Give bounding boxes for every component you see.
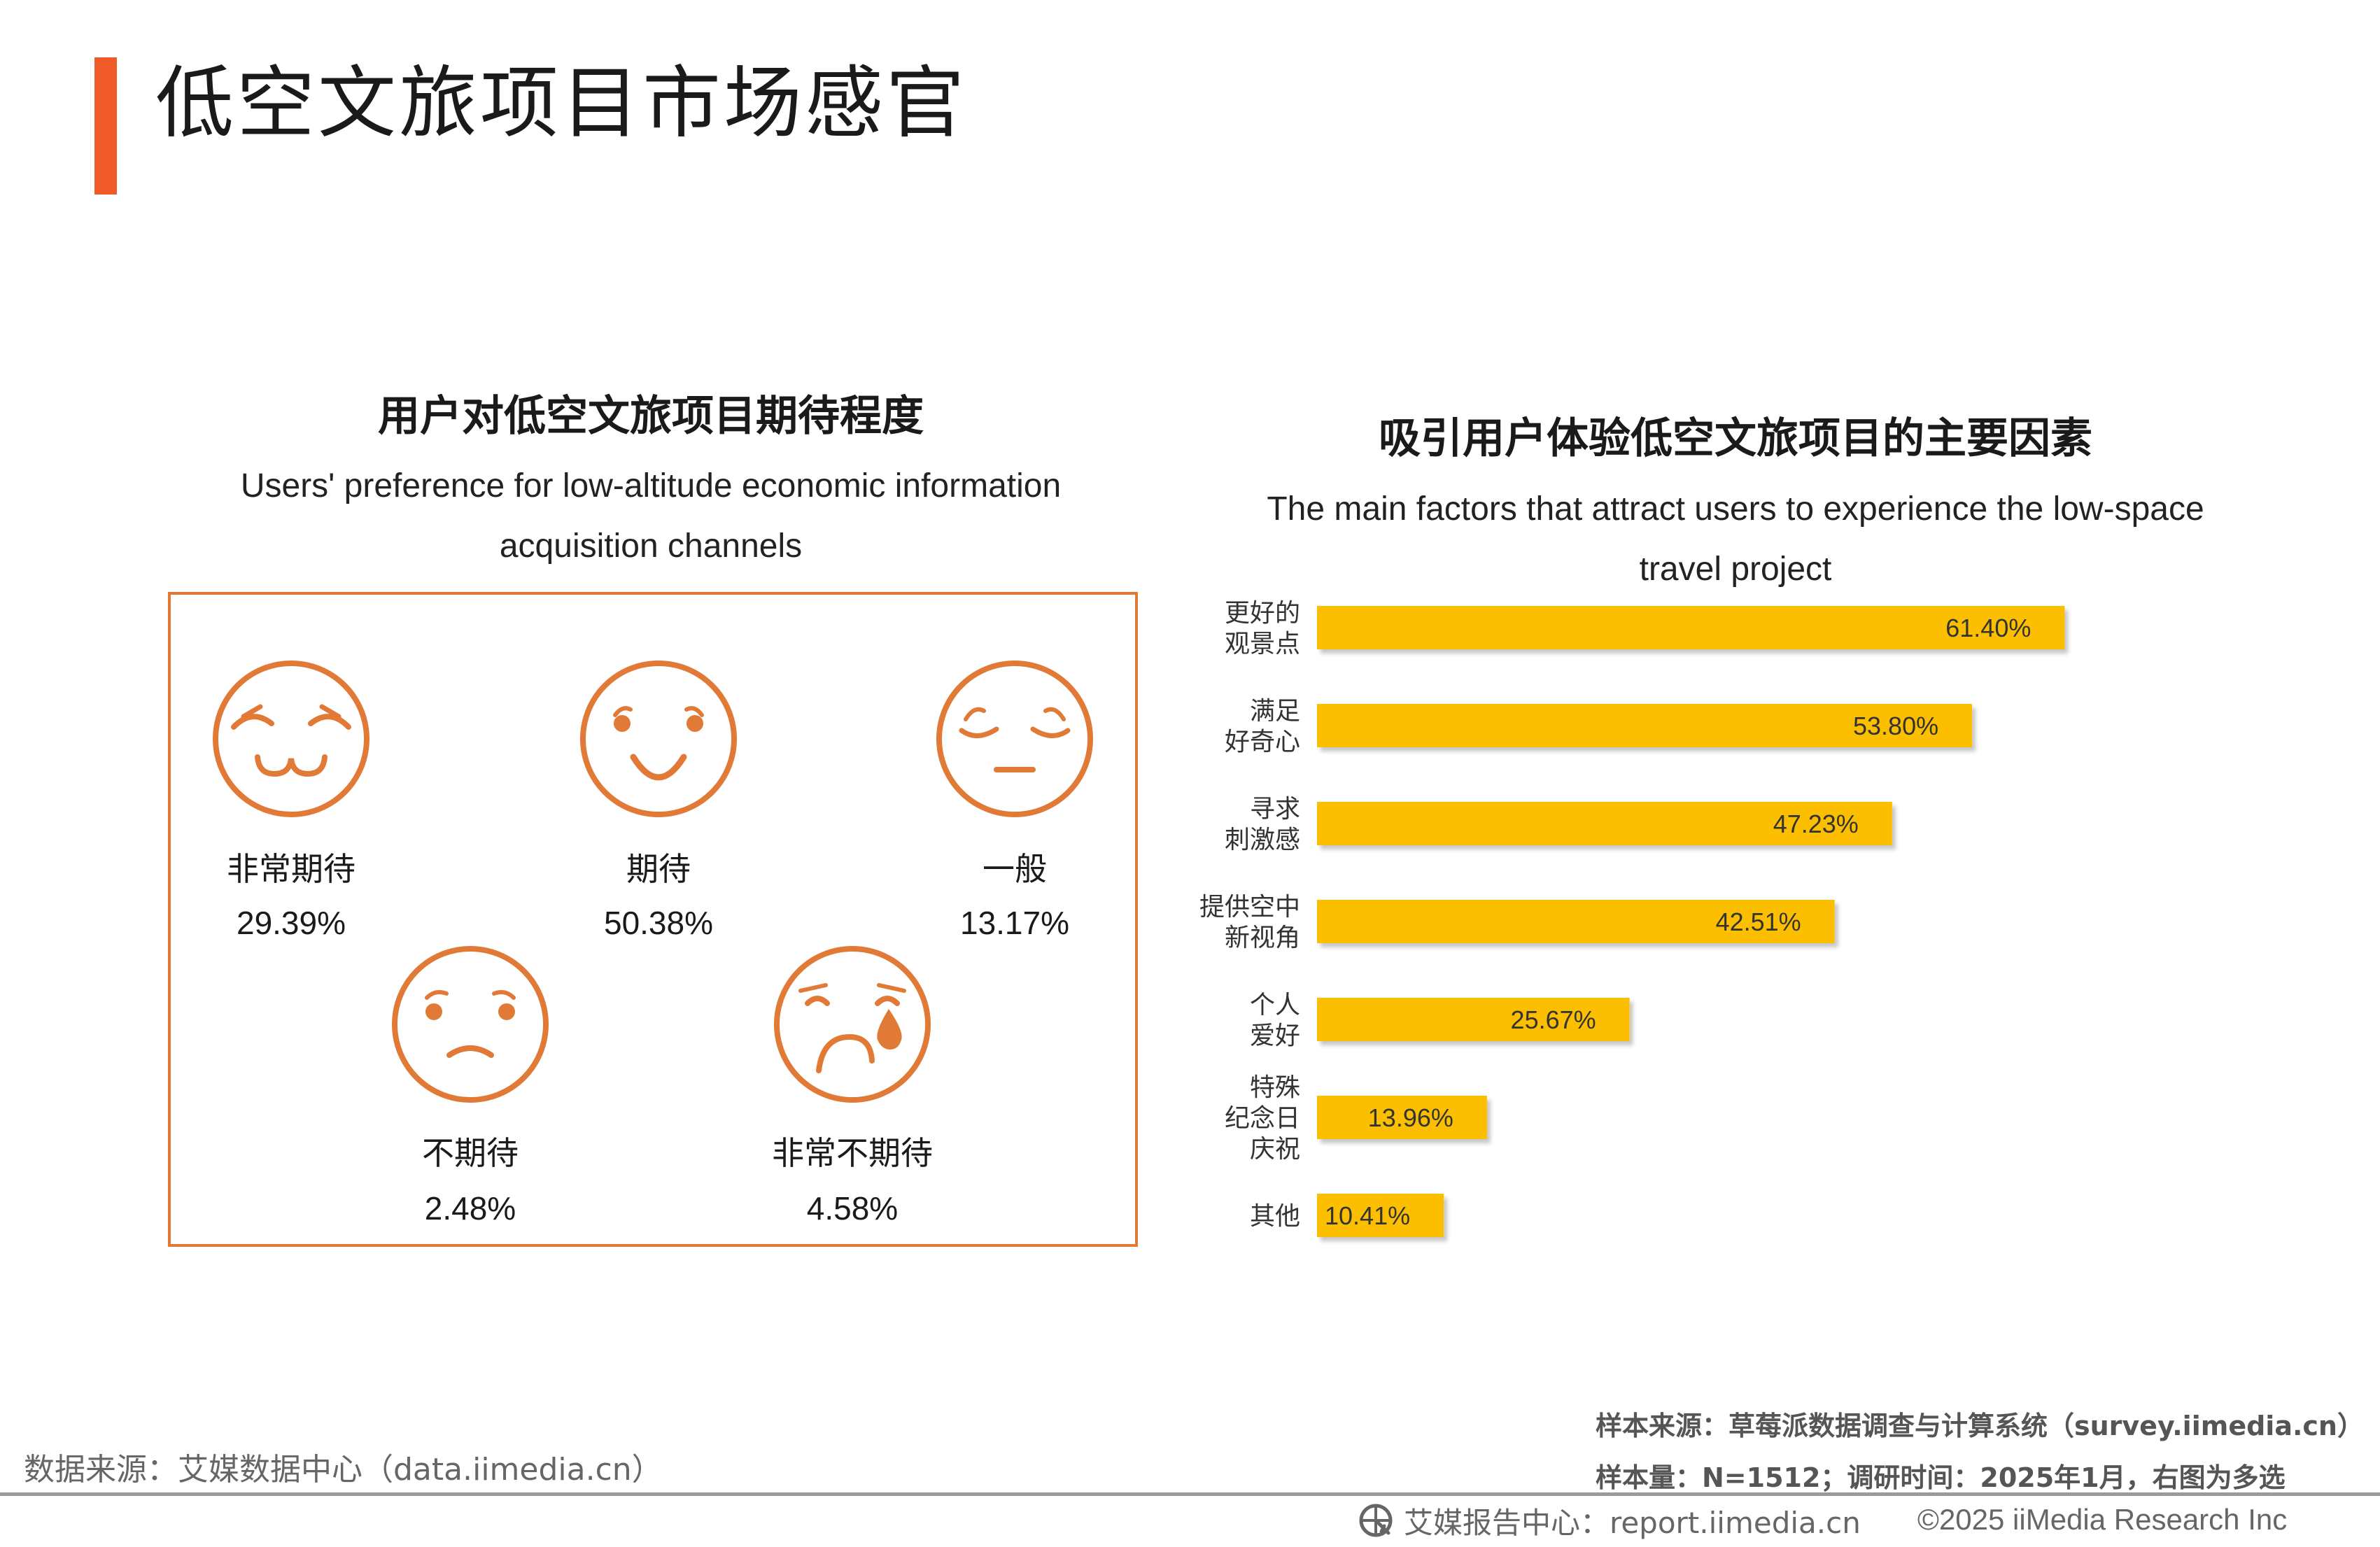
crying-face-icon [774, 946, 931, 1103]
bar-category-line: 新视角 [1225, 924, 1300, 952]
pref-value-very-expect: 29.39% [236, 905, 346, 941]
title-accent-bar [94, 57, 117, 195]
bar-category-label-2: 寻求刺激感 [1225, 795, 1300, 854]
bar-5 [1317, 1096, 1487, 1139]
bar-category-line: 提供空中 [1199, 893, 1300, 921]
bar-3 [1317, 900, 1835, 943]
bar-category-line: 寻求 [1250, 795, 1300, 824]
pref-label-neutral: 一般 [983, 850, 1047, 888]
footer-divider [0, 1492, 2380, 1496]
right-chart-subtitle-line2: travel project [1639, 551, 1832, 588]
bar-category-label-1: 满足好奇心 [1225, 697, 1300, 756]
bar-category-label-4: 个人爱好 [1250, 991, 1300, 1050]
right-chart-subtitle: The main factors that attract users to e… [1232, 479, 2239, 600]
bar-category-label-0: 更好的观景点 [1225, 599, 1300, 658]
bar-category-label-3: 提供空中新视角 [1199, 893, 1300, 952]
left-chart-title: 用户对低空文旅项目期待程度 [378, 392, 924, 441]
bar-category-line: 观景点 [1225, 630, 1300, 658]
bar-4 [1317, 998, 1630, 1041]
pref-value-expect: 50.38% [603, 905, 713, 941]
bar-layer: 61.40% 更好的观景点 53.80% 满足好奇心 47.23% 寻求刺激感 42.51%… [1199, 599, 2065, 1237]
bar-value-label-4: 25.67% [1511, 1005, 1596, 1034]
bar-value-label-0: 61.40% [1945, 614, 2031, 642]
bar-value-label-6: 10.41% [1325, 1201, 1410, 1230]
data-source-note: 数据来源：艾媒数据中心（data.iimedia.cn） [24, 1452, 663, 1488]
happy-face-icon [580, 661, 737, 817]
iimedia-logo-icon [1359, 1504, 1393, 1537]
bar-category-line: 爱好 [1250, 1022, 1300, 1050]
left-chart-subtitle: Users' preference for low-altitude econo… [168, 456, 1134, 577]
pref-label-not-expect: 不期待 [422, 1134, 519, 1172]
page-title: 低空文旅项目市场感官 [155, 58, 967, 149]
bar-category-line: 更好的 [1225, 599, 1300, 628]
footer-brand-text: 艾媒报告中心：report.iimedia.cn [1404, 1505, 1861, 1540]
factors-bar-chart: 61.40% 更好的观景点 53.80% 满足好奇心 47.23% 寻求刺激感 42.51%… [1199, 599, 2065, 1237]
left-chart-subtitle-line2: acquisition channels [499, 528, 803, 565]
bar-category-line: 纪念日 [1225, 1104, 1300, 1133]
bar-category-line: 好奇心 [1225, 728, 1300, 756]
bar-category-line: 刺激感 [1225, 826, 1300, 854]
bar-1 [1317, 704, 1973, 747]
pref-label-very-not-expect: 非常不期待 [772, 1134, 933, 1172]
bar-category-line: 其他 [1250, 1202, 1300, 1231]
unhappy-face-icon [392, 946, 549, 1103]
pref-value-neutral: 13.17% [959, 905, 1069, 941]
bar-category-line: 个人 [1250, 991, 1300, 1019]
footer-brand[interactable]: 艾媒报告中心：report.iimedia.cn [1358, 1499, 1861, 1541]
preference-panel: 非常期待 29.39% 期待 50.38% 一般 13.17% 不期待 2.48… [168, 592, 1138, 1247]
neutral-face-icon [936, 661, 1093, 817]
bar-category-line: 特殊 [1250, 1073, 1300, 1102]
pref-label-very-expect: 非常期待 [227, 850, 355, 888]
bar-2 [1317, 802, 1892, 845]
left-chart-subtitle-line1: Users' preference for low-altitude econo… [240, 467, 1062, 504]
bar-value-label-5: 13.96% [1368, 1103, 1453, 1132]
very-happy-face-icon [213, 661, 369, 817]
bar-0 [1317, 606, 2065, 649]
bar-category-line: 满足 [1250, 697, 1300, 726]
bar-category-label-6: 其他 [1250, 1202, 1300, 1231]
right-chart-subtitle-line1: The main factors that attract users to e… [1267, 490, 2204, 528]
footer-copyright: ©2025 iiMedia Research Inc [1917, 1503, 2288, 1536]
bar-category-line: 庆祝 [1250, 1135, 1300, 1164]
bar-value-label-1: 53.80% [1853, 712, 1938, 740]
pref-label-expect: 期待 [626, 850, 691, 888]
sample-source-note: 样本来源：草莓派数据调查与计算系统（survey.iimedia.cn） [1596, 1411, 2364, 1441]
bar-category-label-5: 特殊纪念日庆祝 [1225, 1073, 1300, 1164]
bar-6 [1317, 1194, 1444, 1237]
bar-value-label-2: 47.23% [1773, 810, 1859, 838]
bar-value-label-3: 42.51% [1716, 907, 1801, 936]
sample-size-note: 样本量：N=1512；调研时间：2025年1月，右图为多选 [1596, 1462, 2286, 1493]
pref-value-not-expect: 2.48% [424, 1190, 516, 1227]
pref-value-very-not-expect: 4.58% [806, 1190, 899, 1227]
right-chart-title: 吸引用户体验低空文旅项目的主要因素 [1379, 414, 2092, 463]
